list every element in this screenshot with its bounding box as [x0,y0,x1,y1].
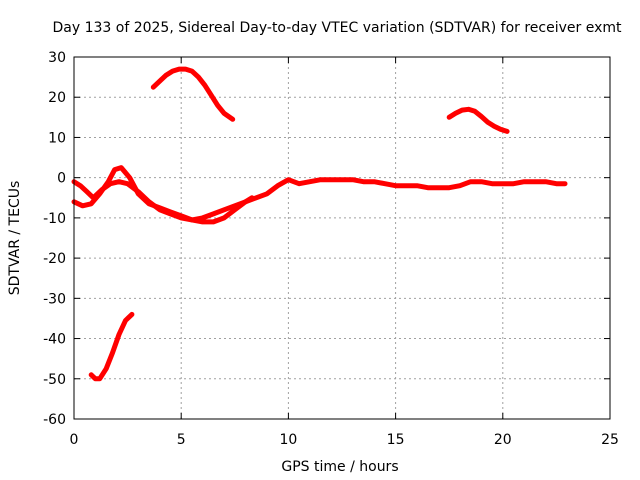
y-tick-label: -10 [43,211,66,227]
x-tick-label: 0 [70,432,79,448]
chart-title: Day 133 of 2025, Sidereal Day-to-day VTE… [53,20,623,36]
y-axis-label: SDTVAR / TECUs [7,181,23,296]
x-axis-label: GPS time / hours [281,459,398,475]
y-tick-label: 0 [57,171,66,187]
y-tick-label: -60 [43,412,66,428]
x-tick-label: 15 [387,432,405,448]
x-tick-label: 5 [177,432,186,448]
y-tick-label: 30 [48,50,66,66]
series-line-arc-2 [71,165,255,225]
x-tick-label: 10 [279,432,297,448]
y-tick-label: -30 [43,291,66,307]
grid [74,57,610,419]
plot-frame [73,56,611,420]
x-tick-label: 20 [494,432,512,448]
y-tick-label: -50 [43,372,66,388]
x-tick-label: 25 [601,432,619,448]
axis-ticks: 0 5 10 15 20 25 -60 -50 -40 -30 -20 -10 0 10 20 30 [43,50,619,448]
series-line-arc-4 [88,311,135,382]
series-group [71,66,568,382]
series-line-arc-5 [446,106,510,134]
y-tick-label: 10 [48,130,66,146]
y-tick-label: -20 [43,251,66,267]
y-tick-label: 20 [48,90,66,106]
y-tick-label: -40 [43,332,66,348]
series-line-arc-3 [150,66,236,122]
